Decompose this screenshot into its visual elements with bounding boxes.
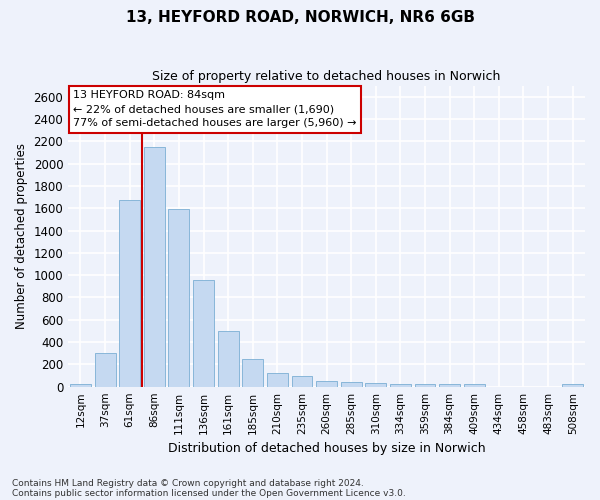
- Bar: [390, 384, 411, 386]
- Bar: [218, 331, 239, 386]
- Title: Size of property relative to detached houses in Norwich: Size of property relative to detached ho…: [152, 70, 501, 83]
- Bar: [242, 359, 263, 386]
- Bar: [439, 384, 460, 386]
- Bar: [95, 353, 116, 386]
- Bar: [169, 210, 190, 386]
- Bar: [292, 376, 313, 386]
- Text: Contains public sector information licensed under the Open Government Licence v3: Contains public sector information licen…: [12, 488, 406, 498]
- Bar: [193, 280, 214, 386]
- Bar: [119, 200, 140, 386]
- Bar: [341, 382, 362, 386]
- Text: 13 HEYFORD ROAD: 84sqm
← 22% of detached houses are smaller (1,690)
77% of semi-: 13 HEYFORD ROAD: 84sqm ← 22% of detached…: [73, 90, 357, 128]
- X-axis label: Distribution of detached houses by size in Norwich: Distribution of detached houses by size …: [168, 442, 485, 455]
- Text: 13, HEYFORD ROAD, NORWICH, NR6 6GB: 13, HEYFORD ROAD, NORWICH, NR6 6GB: [125, 10, 475, 25]
- Bar: [267, 374, 288, 386]
- Bar: [316, 381, 337, 386]
- Y-axis label: Number of detached properties: Number of detached properties: [15, 143, 28, 329]
- Bar: [70, 384, 91, 386]
- Bar: [415, 384, 436, 386]
- Text: Contains HM Land Registry data © Crown copyright and database right 2024.: Contains HM Land Registry data © Crown c…: [12, 478, 364, 488]
- Bar: [144, 147, 165, 386]
- Bar: [464, 384, 485, 386]
- Bar: [562, 384, 583, 386]
- Bar: [365, 383, 386, 386]
